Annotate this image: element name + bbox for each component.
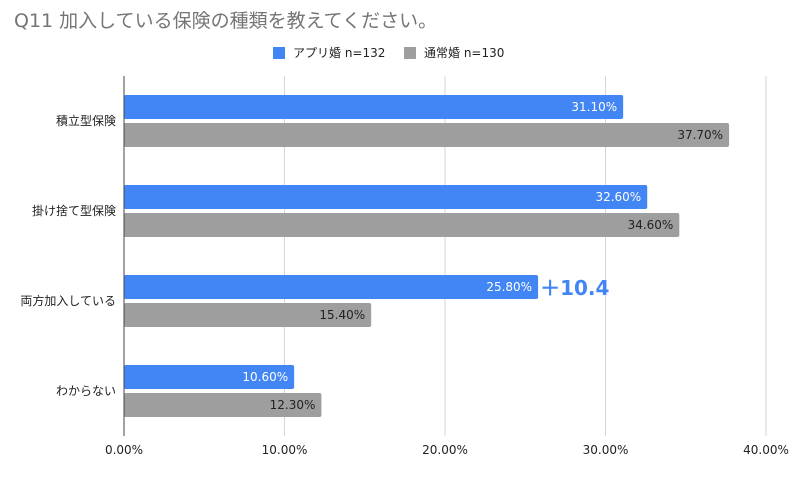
bar: [124, 185, 648, 209]
category-label: 掛け捨て型保険: [32, 203, 116, 218]
data-label: 25.80%: [486, 280, 532, 294]
bar: [124, 123, 730, 147]
data-label: 10.60%: [242, 370, 288, 384]
data-label: 37.70%: [677, 128, 723, 142]
annotation: ＋10.4: [540, 276, 609, 300]
bar: [124, 95, 624, 119]
chart-title: Q11 加入している保険の種類を教えてください。: [14, 10, 438, 32]
legend-swatch: [404, 46, 416, 59]
x-tick-label: 10.00%: [262, 443, 308, 457]
data-label: 12.30%: [270, 398, 316, 412]
bar: [124, 393, 322, 417]
category-label: 積立型保険: [56, 113, 116, 128]
category-label: 両方加入している: [20, 293, 116, 308]
data-label: 32.60%: [595, 190, 641, 204]
bar: [124, 213, 680, 237]
category-label: わからない: [56, 384, 116, 398]
legend-swatch: [273, 46, 285, 59]
bar: [124, 303, 372, 327]
x-tick-label: 20.00%: [422, 443, 468, 457]
bar: [124, 275, 539, 299]
x-tick-label: 30.00%: [583, 443, 629, 457]
legend-item-app: アプリ婚 n=132: [273, 44, 385, 61]
data-label: 31.10%: [571, 100, 617, 114]
legend-label: 通常婚 n=130: [424, 46, 505, 60]
legend-label: アプリ婚 n=132: [293, 46, 386, 60]
x-tick-label: 0.00%: [105, 443, 143, 457]
data-label: 34.60%: [628, 218, 674, 232]
bar: [124, 365, 295, 389]
x-tick-label: 40.00%: [743, 443, 789, 457]
legend-item-normal: 通常婚 n=130: [404, 44, 504, 61]
data-label: 15.40%: [319, 308, 365, 322]
